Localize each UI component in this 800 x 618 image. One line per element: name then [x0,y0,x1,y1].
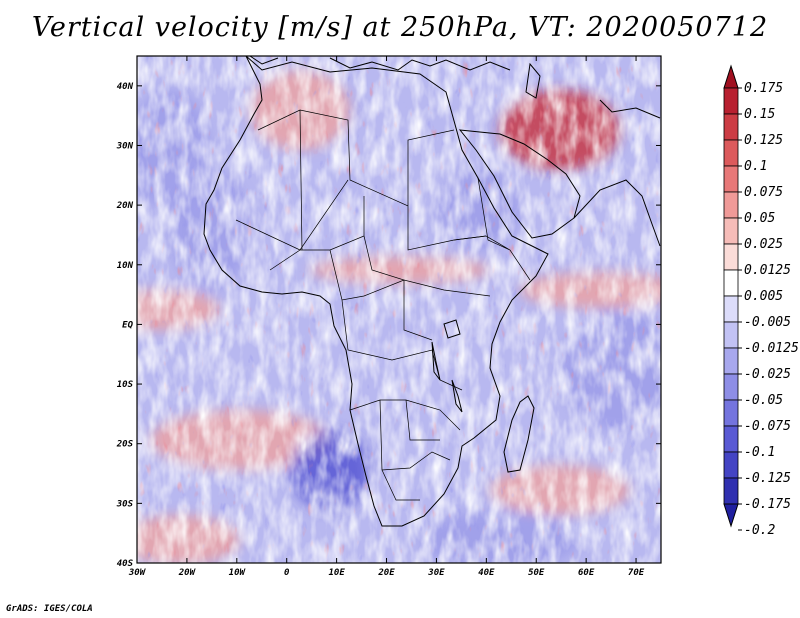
axis-ticks [136,56,661,564]
field-texture-neutral [137,56,661,563]
lon-tick-label: 20W [178,568,197,578]
colorbar-label: -0.1 [744,445,775,460]
madagascar-coastline [503,395,535,473]
north-africa-borders [235,109,487,271]
central-africa-borders [329,235,491,391]
colorbar-segment [723,399,739,427]
colorbar-label: 0.075 [744,185,783,200]
axis-labels: 30W 20W 10W 0 10E 20E 30E 40E 50E 60E 70E 40N 30N 20N… [116,82,645,578]
lat-tick-label: 20S [116,440,134,450]
colorbar-label: 0.1 [744,159,767,174]
colorbar-label: 0.0125 [744,263,791,278]
map-title: Vertical velocity [m/s] at 250hPa, VT: 2… [31,12,769,43]
lat-tick-label: 30S [116,499,134,509]
colorbar-label: 0.005 [744,289,783,304]
colorbar-label: -0.05 [744,393,783,408]
colorbar-label: 0.175 [744,81,783,96]
asia-coastline [573,99,661,247]
lon-tick-label: 60E [578,568,595,578]
colorbar-segment [723,373,739,401]
lon-tick-label: 70E [628,568,645,578]
lat-tick-label: 20N [116,201,134,211]
colorbar-segment [723,321,739,349]
colorbar-label: -0.175 [744,497,791,512]
lake-victoria [443,319,461,339]
colorbar-label: -0.0125 [744,341,799,356]
colorbar: 0.175 0.15 0.125 0.1 0.075 0.05 0.025 0.0125 0.0… [723,64,799,538]
colorbar-label: 0.125 [744,133,783,148]
colorbar-bottom-arrow [723,503,739,528]
lon-tick-label: 40E [478,568,495,578]
lat-tick-label: 40S [117,559,134,569]
colorbar-segment [723,139,739,167]
velocity-field [137,56,661,563]
colorbar-segment [723,269,739,297]
colorbar-segment [723,425,739,453]
colorbar-label: 0.025 [744,237,783,252]
colorbar-segment [723,243,739,271]
lon-tick-label: 10W [229,568,247,578]
colorbar-label: 0.05 [744,211,775,226]
lon-tick-label: 0 [284,568,290,578]
colorbar-label: -0.2 [744,523,775,538]
colorbar-segment [723,165,739,193]
caspian-coastline [525,62,541,99]
lon-tick-label: 30E [427,568,445,578]
lake-malawi [451,379,463,413]
colorbar-segment [723,87,739,115]
footer-credit: GrADS: IGES/COLA [6,604,93,614]
lat-tick-label: 40N [117,82,134,92]
europe-coastline [249,56,511,71]
lon-tick-label: 20E [377,568,395,578]
lon-tick-label: 50E [528,568,545,578]
colorbar-segment [723,191,739,219]
colorbar-label: -0.075 [744,419,791,434]
colorbar-label: -0.005 [744,315,791,330]
colorbar-segment [723,451,739,479]
colorbar-segment [723,347,739,375]
colorbar-segment [723,295,739,323]
colorbar-segment [723,217,739,245]
southern-africa-borders [349,399,461,501]
country-borders [235,109,531,501]
lon-tick-label: 10E [328,568,345,578]
lat-tick-label: 10S [117,380,134,390]
colorbar-top-arrow [723,64,739,89]
lat-tick-label: 30N [116,141,134,151]
colorbar-label: -0.025 [744,367,791,382]
colorbar-segment [723,113,739,141]
lat-tick-label: EQ [122,320,133,330]
africa-coastline [203,56,549,527]
horn-africa-borders [453,177,531,281]
lat-tick-label: 10N [117,261,134,271]
colorbar-segment [723,477,739,505]
colorbar-label: -0.125 [744,471,791,486]
plot-frame [136,55,662,564]
lon-tick-label: 30W [128,568,147,578]
colorbar-label: 0.15 [744,107,775,122]
